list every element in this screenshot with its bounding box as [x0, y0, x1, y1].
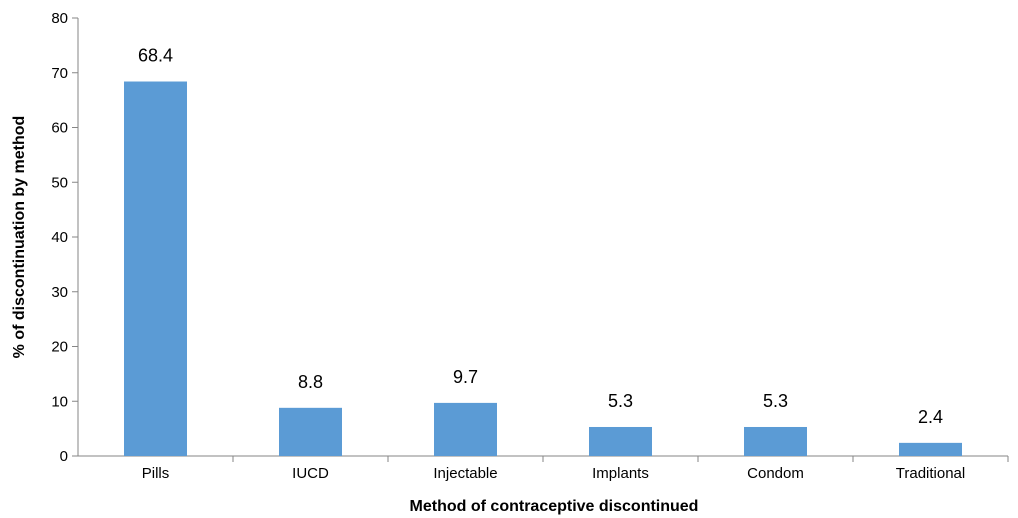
bars: [124, 81, 962, 456]
y-tick-label: 20: [51, 339, 68, 356]
x-axis: Pills IUCD Injectable Implants Condom Traditi…: [78, 455, 1009, 482]
y-tick-label: 50: [51, 174, 68, 191]
y-tick-label: 70: [51, 65, 68, 82]
x-axis-title: Method of contraceptive discontinued: [410, 498, 699, 515]
x-tick-label: IUCD: [292, 465, 329, 482]
y-tick-label: 40: [51, 229, 68, 246]
y-tick-label: 80: [51, 10, 68, 27]
data-label: 2.4: [918, 407, 943, 427]
y-axis: 0 10 20 30 40 50 60 70 80: [51, 10, 79, 465]
bar: [589, 426, 652, 456]
data-label: 5.3: [763, 391, 788, 411]
bar: [279, 407, 342, 456]
data-label: 8.8: [298, 372, 323, 392]
x-tick-label: Injectable: [433, 465, 497, 482]
data-label: 9.7: [453, 367, 478, 387]
bar: [744, 426, 807, 456]
bar: [899, 442, 962, 456]
y-tick-label: 60: [51, 120, 68, 137]
data-labels: 68.4 8.8 9.7 5.3 5.3 2.4: [138, 46, 943, 427]
x-tick-label: Condom: [747, 465, 804, 482]
y-axis-title: % of discontinuation by method: [11, 116, 28, 359]
bar: [434, 402, 497, 456]
x-tick-label: Pills: [142, 465, 170, 482]
y-tick-label: 0: [60, 448, 68, 465]
data-label: 5.3: [608, 391, 633, 411]
y-tick-label: 10: [51, 393, 68, 410]
x-tick-label: Traditional: [896, 465, 965, 482]
y-tick-label: 30: [51, 284, 68, 301]
x-tick-label: Implants: [592, 465, 649, 482]
bar: [124, 81, 187, 456]
data-label: 68.4: [138, 46, 173, 66]
